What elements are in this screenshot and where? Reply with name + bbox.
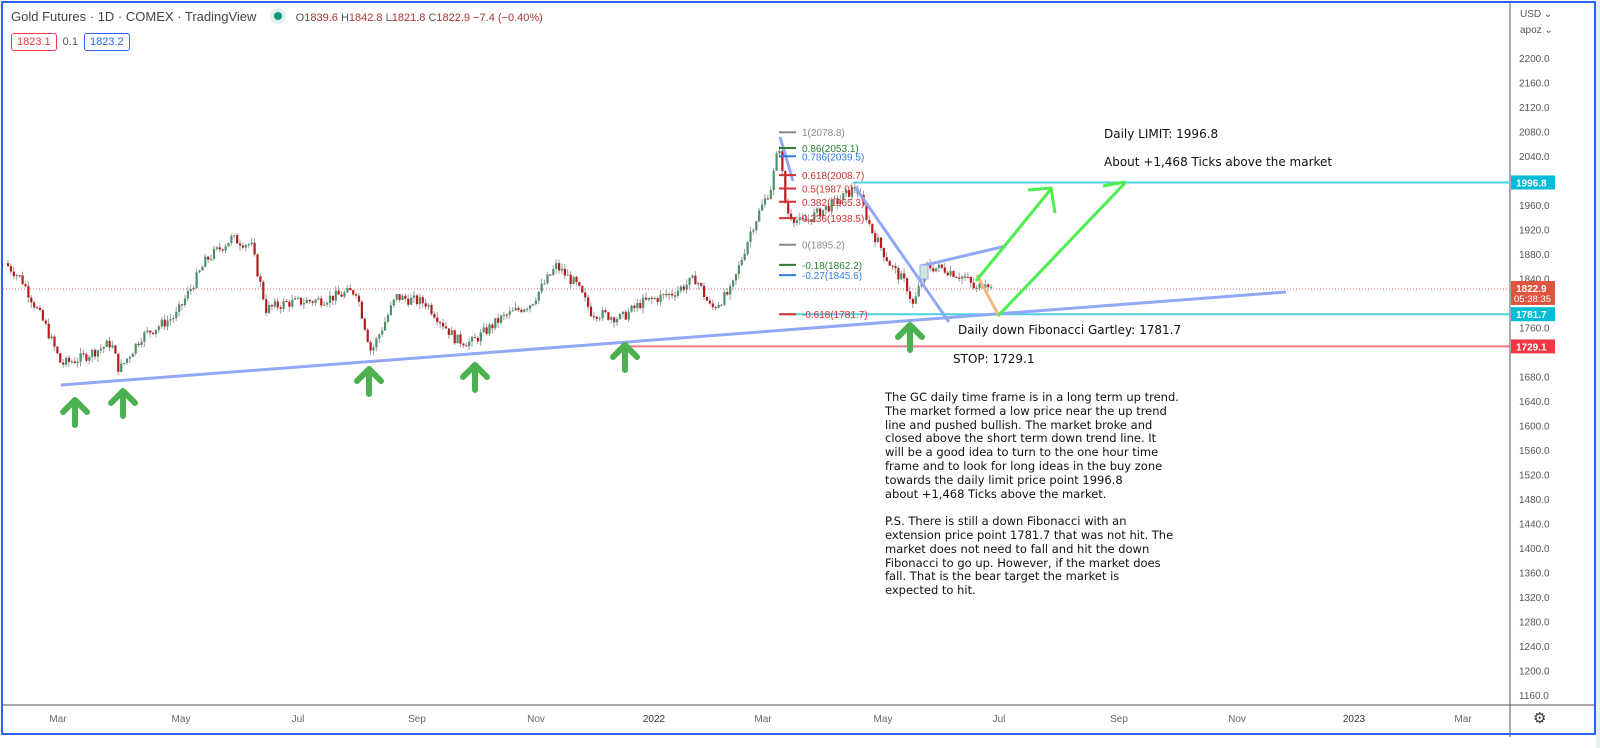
projection-path-1[interactable]	[974, 188, 1053, 282]
range-top-line[interactable]	[920, 244, 1007, 268]
time-tick: Nov	[527, 714, 545, 725]
analysis-note[interactable]: The GC daily time frame is in a long ter…	[885, 390, 1179, 598]
limit-annotation-subtitle[interactable]: About +1,468 Ticks above the market	[1104, 155, 1333, 169]
fib-level-label: 0.5(1987.0)	[802, 184, 853, 195]
up-arrow-icon	[895, 322, 925, 353]
svg-text:1822.9: 1822.9	[1516, 284, 1547, 295]
fib-level-label: 0.786(2039.5)	[802, 152, 864, 163]
time-tick: Mar	[1454, 714, 1472, 725]
price-tick: 1520.0	[1519, 471, 1550, 482]
time-tick: Mar	[754, 714, 772, 725]
symbol-title[interactable]: Gold Futures · 1D · COMEX · TradingView	[11, 9, 257, 24]
svg-text:1996.8: 1996.8	[1516, 178, 1547, 189]
price-tick: 2040.0	[1519, 152, 1550, 163]
fibonacci-retracement[interactable]: 1(2078.8) 0.86(2053.1)0.786(2039.5) 0.618(…	[779, 128, 868, 321]
price-tick: 2160.0	[1519, 79, 1550, 90]
price-tick: 1160.0	[1519, 691, 1549, 702]
price-tick: 1360.0	[1519, 569, 1550, 580]
pullback-leg	[975, 274, 1001, 317]
price-tick: 1560.0	[1519, 446, 1550, 457]
fib-level-label: 0.236(1938.5)	[802, 214, 864, 225]
svg-text:1729.1: 1729.1	[1516, 342, 1547, 353]
stop-annotation[interactable]: STOP: 1729.1	[953, 352, 1035, 366]
fib-level-label: 0.382(1965.3)	[802, 198, 864, 209]
time-axis[interactable]: Mar May Jul Sep Nov 2022 Mar May Jul Sep Nov 2023 Ma…	[49, 714, 1472, 725]
price-tick: 1600.0	[1519, 422, 1550, 433]
time-tick: Sep	[1110, 714, 1128, 725]
time-tick: 2022	[643, 714, 666, 725]
scale-mode-selector[interactable]: apoz ⌄	[1520, 25, 1553, 36]
fib-level-label: -0.18(1862.2)	[802, 261, 862, 272]
window-edge	[1596, 0, 1600, 748]
gear-icon[interactable]: ⚙	[1533, 709, 1547, 727]
price-tick: 1440.0	[1519, 520, 1550, 531]
symbol-legend: Gold Futures · 1D · COMEX · TradingView …	[11, 9, 543, 24]
fib-level-label: -0.618(1781.7)	[802, 310, 868, 321]
buy-button[interactable]: 1823.2	[83, 33, 130, 51]
chart-canvas[interactable]: 2200.0 2160.0 2120.0 2080.0 2040.0 1960.0 1920…	[3, 3, 1598, 737]
price-axis[interactable]: 2200.0 2160.0 2120.0 2080.0 2040.0 1960.0 1920…	[1519, 54, 1550, 702]
price-tick: 1400.0	[1519, 544, 1550, 555]
up-arrow-icon	[60, 397, 90, 428]
price-tick: 1680.0	[1519, 373, 1550, 384]
price-tick: 1880.0	[1519, 250, 1550, 261]
sell-button[interactable]: 1823.1	[11, 33, 57, 51]
time-tick: Jul	[292, 714, 305, 725]
fibonacci-target-annotation[interactable]: Daily down Fibonacci Gartley: 1781.7	[958, 323, 1182, 337]
time-tick: Sep	[408, 714, 426, 725]
limit-price-badge	[1511, 175, 1555, 190]
time-tick: Jul	[993, 714, 1006, 725]
price-tick: 1240.0	[1519, 642, 1550, 653]
fib-level-label: 0.618(2008.7)	[802, 171, 864, 182]
currency-selector[interactable]: USD ⌄	[1520, 9, 1553, 20]
up-arrow-icon	[108, 388, 138, 419]
svg-text:1781.7: 1781.7	[1516, 310, 1547, 321]
price-tick: 1760.0	[1519, 324, 1550, 335]
candlestick-series[interactable]	[7, 145, 993, 375]
price-tick: 1280.0	[1519, 618, 1550, 629]
price-tick: 2200.0	[1519, 54, 1550, 65]
price-tick: 1320.0	[1519, 593, 1550, 604]
fib-level-label: 0.86(2053.1)	[802, 144, 859, 155]
price-tick: 2080.0	[1519, 128, 1550, 139]
time-tick: Nov	[1228, 714, 1246, 725]
limit-annotation-title[interactable]: Daily LIMIT: 1996.8	[1104, 127, 1219, 141]
long-term-uptrend-line[interactable]	[60, 290, 1287, 387]
time-tick: 2023	[1343, 714, 1366, 725]
short-term-downtrend-line[interactable]	[853, 186, 951, 323]
last-price-badge	[1511, 280, 1555, 305]
quote-buttons: 1823.1 0.1 1823.2	[11, 33, 130, 51]
fib-level-label: -0.27(1845.6)	[802, 271, 862, 282]
price-tick: 1480.0	[1519, 495, 1550, 506]
support-arrows	[60, 322, 925, 428]
up-arrow-icon	[460, 362, 490, 393]
bar-countdown: 05:38:35	[1514, 294, 1551, 305]
time-tick: May	[874, 714, 893, 725]
ohlc-values: O1839.6 H1842.8 L1821.8 C1822.9 −7.4 (−0…	[295, 12, 543, 24]
price-tick: 2120.0	[1519, 103, 1550, 114]
fib-price-badge	[1511, 307, 1555, 322]
market-status-icon	[274, 12, 283, 20]
arrowhead	[1027, 186, 1057, 214]
fib-level-label: 1(2078.8)	[802, 128, 845, 139]
stop-price-badge	[1511, 339, 1555, 354]
time-tick: Mar	[49, 714, 67, 725]
fib-leg-line	[778, 136, 795, 182]
fib-level-label: 0(1895.2)	[802, 241, 845, 252]
price-tick: 1840.0	[1519, 275, 1550, 286]
time-tick: May	[172, 714, 191, 725]
projection-path-2[interactable]	[996, 181, 1127, 318]
spread-value: 0.1	[62, 36, 78, 48]
price-tick: 1200.0	[1519, 667, 1550, 678]
price-badges: 1996.8 1822.905:38:35 1781.7 1729.1	[1511, 175, 1555, 354]
price-tick: 1640.0	[1519, 397, 1550, 408]
price-tick: 1960.0	[1519, 201, 1550, 212]
up-arrow-icon	[610, 342, 640, 373]
up-arrow-icon	[354, 366, 384, 397]
price-tick: 1920.0	[1519, 226, 1550, 237]
